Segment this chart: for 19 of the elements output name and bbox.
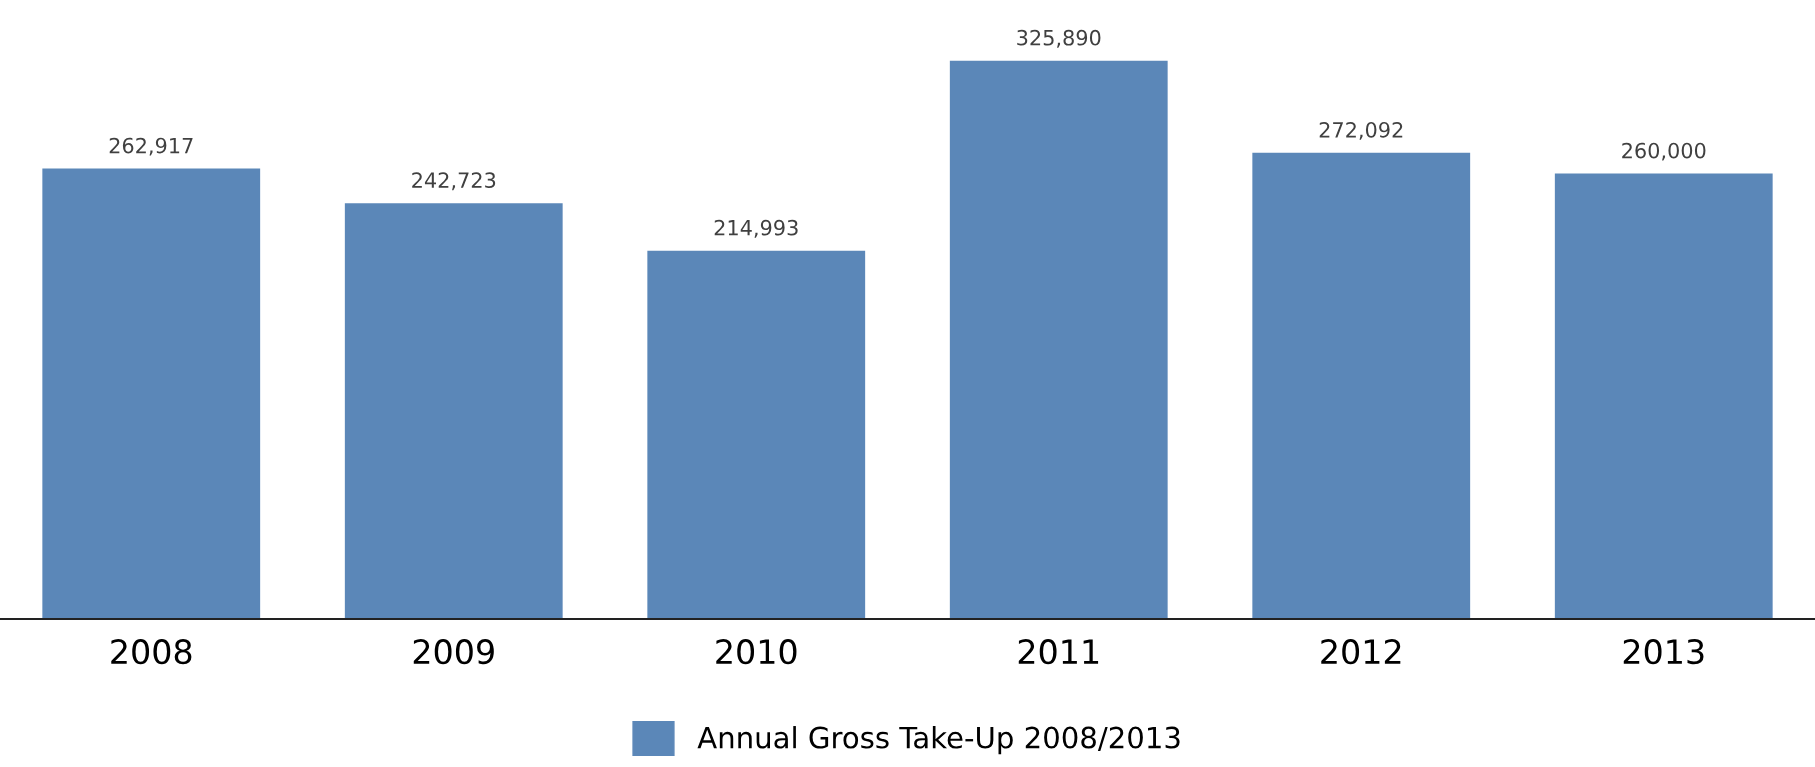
bar (1252, 152, 1471, 619)
data-label: 272,092 (1319, 121, 1403, 140)
data-label: 242,723 (412, 172, 496, 191)
legend-label: Annual Gross Take-Up 2008/2013 (697, 726, 1180, 755)
x-tick-label: 2010 (716, 639, 797, 665)
x-tick-label: 2011 (1018, 639, 1099, 665)
data-label: 262,917 (109, 137, 193, 156)
bar (647, 250, 866, 619)
x-tick-label: 2013 (1623, 639, 1704, 665)
bar (42, 168, 261, 619)
data-label: 325,890 (1017, 29, 1101, 48)
data-label: 214,993 (714, 219, 798, 238)
data-label: 260,000 (1622, 142, 1706, 161)
bar (949, 60, 1168, 619)
x-tick-label: 2008 (111, 639, 192, 665)
x-tick-label: 2012 (1321, 639, 1401, 665)
x-tick-label: 2009 (413, 639, 494, 665)
bar (1554, 173, 1773, 619)
bar (344, 203, 563, 619)
